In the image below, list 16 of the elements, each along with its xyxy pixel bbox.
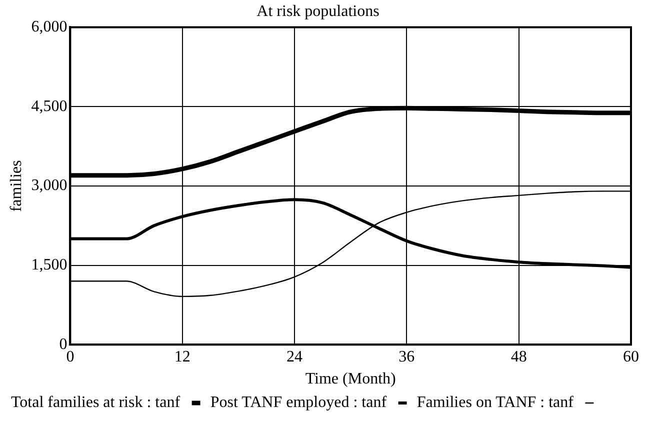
x-tick-label: 12 xyxy=(174,348,190,366)
y-tick-label: 6,000 xyxy=(31,18,68,36)
x-tick-label: 60 xyxy=(623,348,639,366)
x-tick-label: 24 xyxy=(286,348,303,366)
y-tick-label: 1,500 xyxy=(31,256,68,274)
chart-title: At risk populations xyxy=(256,2,380,20)
y-tick-label: 3,000 xyxy=(31,177,68,194)
legend-label: Post TANF employed : tanf xyxy=(210,394,388,412)
y-tick-label: 0 xyxy=(59,336,68,353)
legend-label: Total families at risk : tanf xyxy=(10,394,181,412)
legend-label: Families on TANF : tanf xyxy=(416,394,574,412)
x-tick-label: 36 xyxy=(398,348,415,366)
x-axis-title: Time (Month) xyxy=(305,370,396,388)
y-tick-label: 4,500 xyxy=(31,98,68,115)
x-tick-label: 48 xyxy=(510,348,527,366)
y-axis-title: families xyxy=(8,160,25,212)
